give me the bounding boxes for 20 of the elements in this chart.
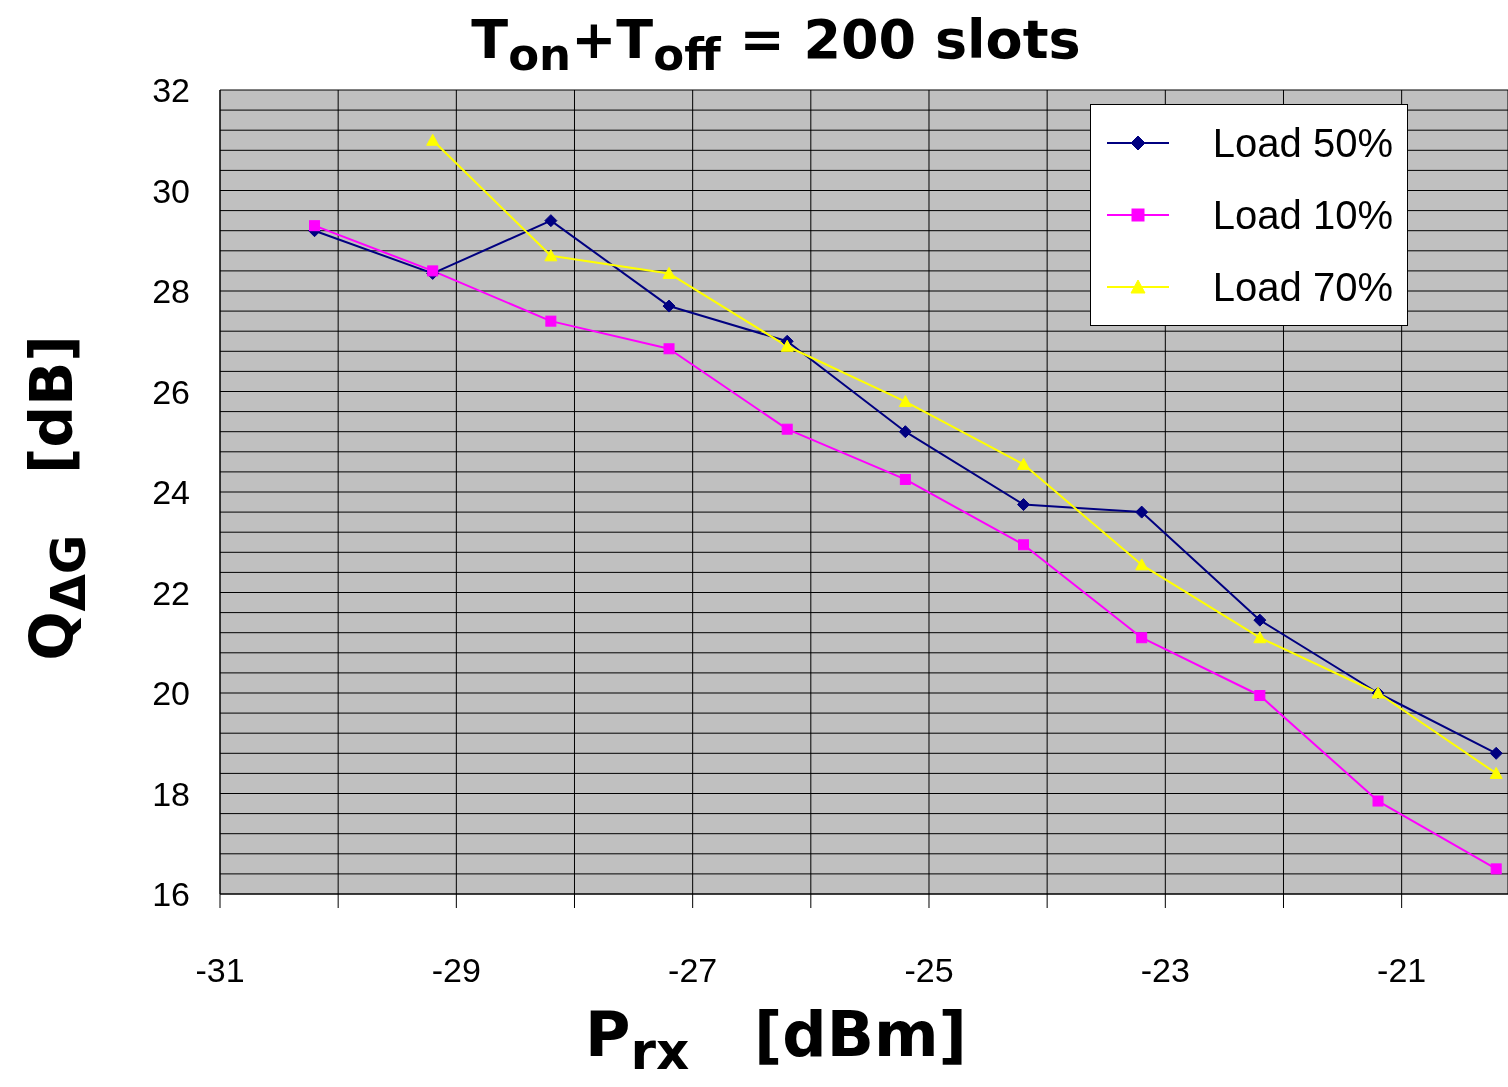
y-tick-label: 32 xyxy=(152,71,190,110)
legend-label: Load 70% xyxy=(1212,264,1393,310)
legend-label: Load 10% xyxy=(1212,192,1393,238)
y-tick-label: 30 xyxy=(152,171,190,210)
y-tick-label: 26 xyxy=(152,372,190,411)
x-tick-label: -21 xyxy=(1377,951,1427,990)
x-tick-label: -25 xyxy=(904,951,954,990)
text: P$_{rx}$ [dBm] xyxy=(585,998,967,1082)
x-tick-label: -23 xyxy=(1140,951,1190,990)
x-tick-label: -31 xyxy=(195,951,245,990)
x-tick-label: -27 xyxy=(668,951,718,990)
y-tick-label: 18 xyxy=(152,774,190,813)
y-tick-label: 24 xyxy=(152,473,190,512)
y-tick-label: 20 xyxy=(152,674,190,713)
chart-title: T$_{on}$+T$_{off}$ = 200 slots xyxy=(470,8,1082,81)
y-tick-label: 28 xyxy=(152,272,190,311)
x-tick-label: -29 xyxy=(431,951,481,990)
legend-label: Load 50% xyxy=(1212,120,1393,166)
y-tick-label: 22 xyxy=(152,573,190,612)
y-tick-label: 16 xyxy=(152,875,190,914)
